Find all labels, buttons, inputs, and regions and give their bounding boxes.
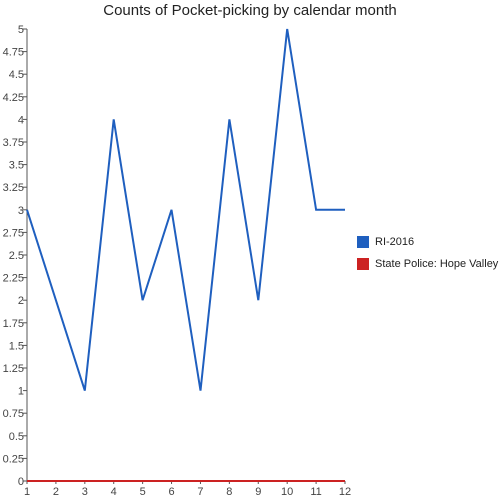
x-tick-label: 8 xyxy=(226,486,232,498)
data-point-state-police-hope-valley xyxy=(315,480,317,482)
y-tick-label: 2.75 xyxy=(3,227,24,239)
y-tick-label: 4.5 xyxy=(9,69,24,81)
x-tick-label: 1 xyxy=(24,486,30,498)
y-tick-label: 3 xyxy=(18,205,24,217)
y-tick-label: 2.5 xyxy=(9,250,24,262)
data-point-ri-2016 xyxy=(228,118,230,120)
y-tick-label: 1.75 xyxy=(3,318,24,330)
data-point-state-police-hope-valley xyxy=(286,480,288,482)
chart-title: Counts of Pocket-picking by calendar mon… xyxy=(103,2,397,19)
legend-swatch-state-police-hope-valley xyxy=(357,258,369,270)
data-point-ri-2016 xyxy=(286,28,288,30)
x-tick-label: 10 xyxy=(281,486,293,498)
x-tick-label: 6 xyxy=(168,486,174,498)
data-point-state-police-hope-valley xyxy=(257,480,259,482)
y-tick-label: 1 xyxy=(18,386,24,398)
legend-label-ri-2016: RI-2016 xyxy=(375,236,415,248)
y-tick-label: 2.25 xyxy=(3,273,24,285)
y-tick-label: 4.75 xyxy=(3,47,24,59)
y-tick-label: 3.75 xyxy=(3,137,24,149)
y-tick-label: 0.5 xyxy=(9,431,24,443)
data-point-ri-2016 xyxy=(113,118,115,120)
legend-label-state-police-hope-valley: State Police: Hope Valley xyxy=(375,258,499,270)
x-tick-label: 2 xyxy=(53,486,59,498)
legend-item-ri-2016[interactable]: RI-2016 xyxy=(357,236,498,248)
data-point-ri-2016 xyxy=(344,209,346,211)
legend: RI-2016 State Police: Hope Valley xyxy=(357,236,498,280)
x-tick-label: 7 xyxy=(197,486,203,498)
data-point-ri-2016 xyxy=(171,209,173,211)
data-point-state-police-hope-valley xyxy=(113,480,115,482)
data-point-state-police-hope-valley xyxy=(26,480,28,482)
x-tick-label: 12 xyxy=(339,486,351,498)
data-point-ri-2016 xyxy=(315,209,317,211)
data-point-state-police-hope-valley xyxy=(344,480,346,482)
y-tick-label: 0 xyxy=(18,476,24,488)
x-tick-label: 4 xyxy=(111,486,117,498)
legend-item-state-police-hope-valley[interactable]: State Police: Hope Valley xyxy=(357,258,498,270)
data-point-state-police-hope-valley xyxy=(228,480,230,482)
data-point-state-police-hope-valley xyxy=(199,480,201,482)
x-tick-label: 3 xyxy=(82,486,88,498)
x-tick-label: 11 xyxy=(310,486,321,498)
y-tick-label: 5 xyxy=(18,24,24,36)
data-point-state-police-hope-valley xyxy=(171,480,173,482)
legend-swatch-ri-2016 xyxy=(357,236,369,248)
y-tick-label: 2 xyxy=(18,295,24,307)
data-point-ri-2016 xyxy=(55,299,57,301)
data-point-ri-2016 xyxy=(26,209,28,211)
x-tick-label: 5 xyxy=(140,486,146,498)
x-tick-label: 9 xyxy=(255,486,261,498)
data-point-state-police-hope-valley xyxy=(55,480,57,482)
data-point-state-police-hope-valley xyxy=(142,480,144,482)
y-tick-label: 4.25 xyxy=(3,92,24,104)
y-tick-label: 3.25 xyxy=(3,182,24,194)
series-line-ri-2016 xyxy=(26,28,345,391)
y-tick-label: 4 xyxy=(18,114,24,126)
data-point-state-police-hope-valley xyxy=(84,480,86,482)
data-point-ri-2016 xyxy=(84,390,86,392)
y-tick-label: 0.75 xyxy=(3,408,24,420)
y-tick-label: 3.5 xyxy=(9,160,24,172)
data-point-ri-2016 xyxy=(257,299,259,301)
data-point-ri-2016 xyxy=(199,390,201,392)
y-tick-label: 1.5 xyxy=(9,340,24,352)
data-point-ri-2016 xyxy=(142,299,144,301)
y-tick-label: 0.25 xyxy=(3,453,24,465)
y-tick-label: 1.25 xyxy=(3,363,24,375)
